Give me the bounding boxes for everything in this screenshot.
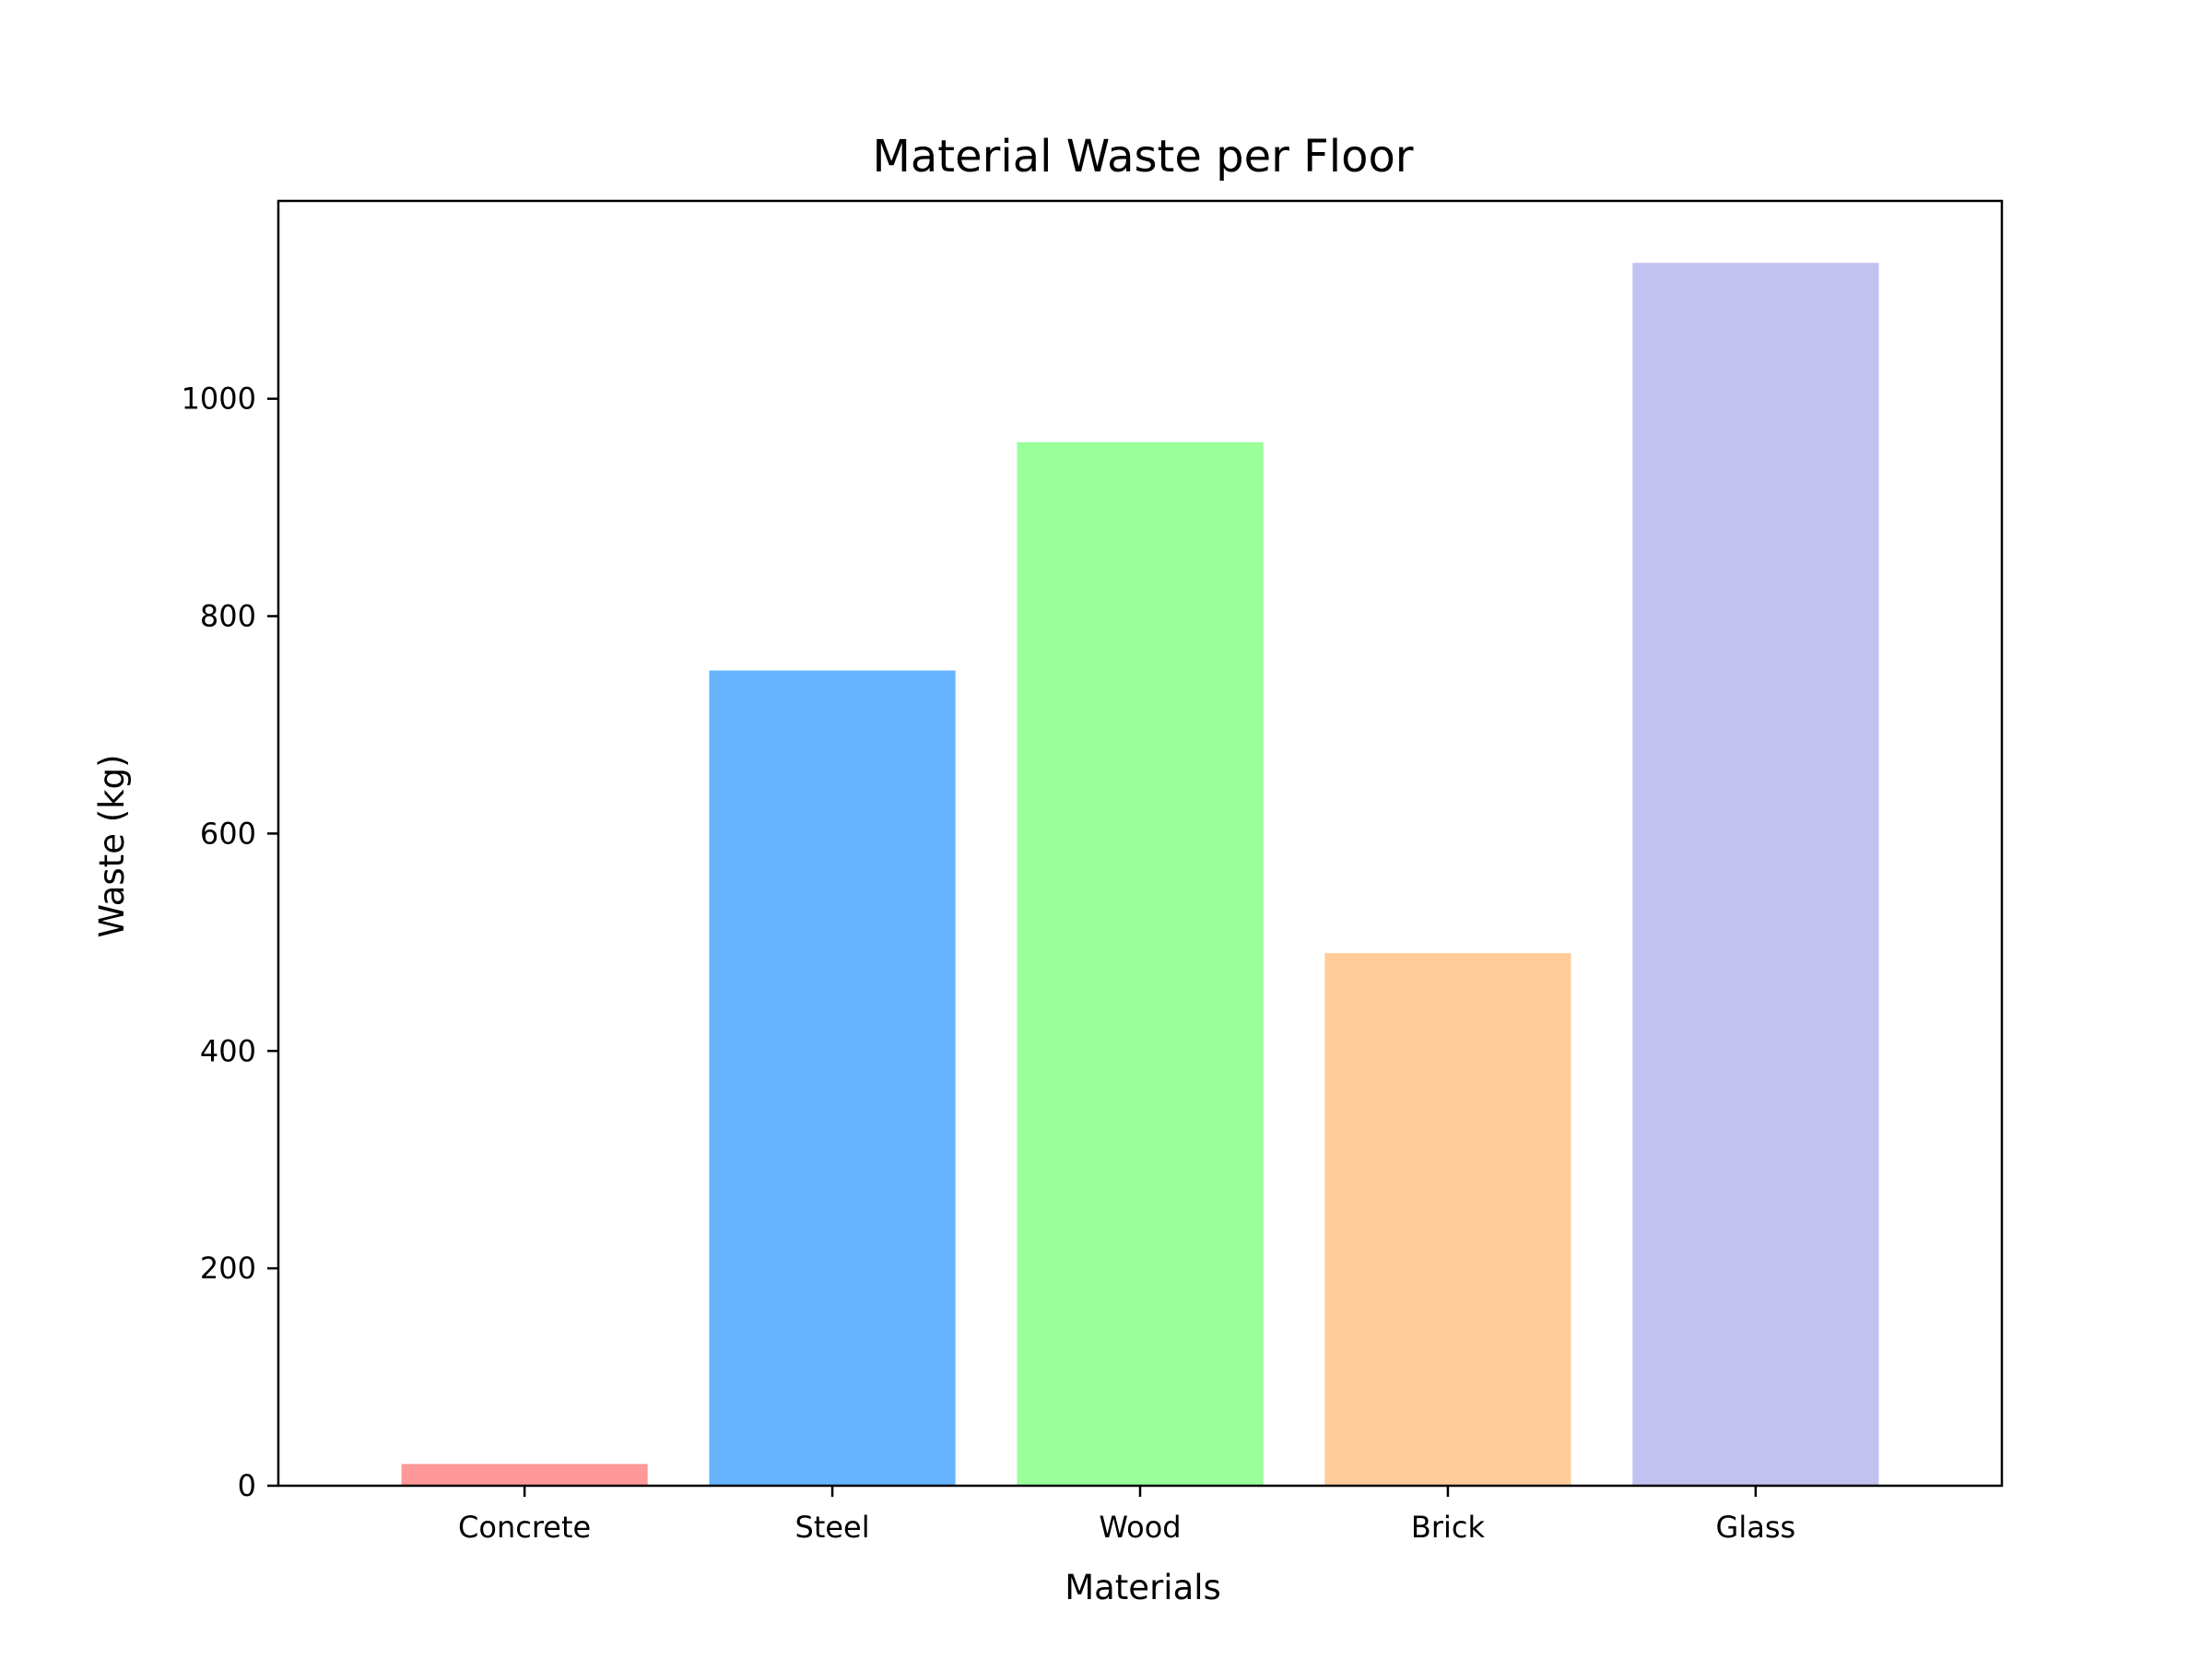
y-axis: 0 200 400 600 800 1000 <box>182 382 278 1503</box>
x-tick-label: Concrete <box>458 1510 591 1545</box>
plot-area-frame <box>276 199 2004 1488</box>
x-tick-label: Brick <box>1411 1510 1486 1545</box>
x-tick-label: Steel <box>795 1510 870 1545</box>
y-tick-label: 0 <box>238 1468 256 1503</box>
y-tick-label: 800 <box>200 599 256 634</box>
bar-wood <box>1017 441 1264 1486</box>
y-tick-label: 200 <box>200 1251 256 1286</box>
x-axis-label: Materials <box>1065 1568 1221 1607</box>
bar-concrete <box>401 1464 648 1486</box>
bar-glass <box>1632 263 1879 1486</box>
bar-steel <box>709 670 956 1486</box>
y-tick-label: 1000 <box>182 382 256 417</box>
x-tick-label: Wood <box>1099 1510 1181 1545</box>
x-axis: Concrete Steel Wood Brick Glass <box>458 1486 1795 1545</box>
bar-brick <box>1324 953 1571 1486</box>
y-tick-label: 400 <box>200 1033 256 1068</box>
chart-title: Material Waste per Floor <box>872 131 1413 182</box>
x-tick-label: Glass <box>1716 1510 1796 1545</box>
y-axis-label: Waste (kg) <box>92 755 132 938</box>
y-tick-label: 600 <box>200 816 256 851</box>
bars-group <box>401 263 1879 1486</box>
